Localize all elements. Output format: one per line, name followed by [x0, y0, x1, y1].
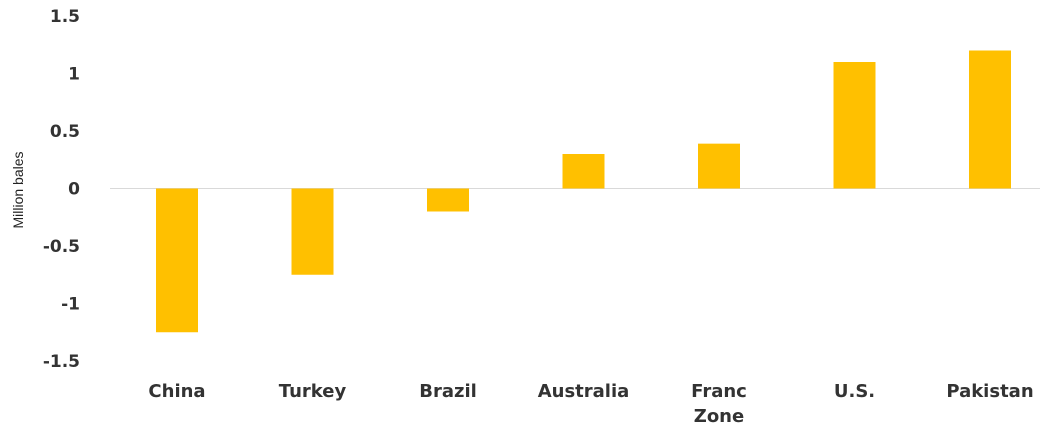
bar	[156, 188, 198, 333]
y-tick-label: 1.5	[50, 7, 80, 27]
x-category-labels: China Turkey Brazil Australia Franc Zone U.S. P…	[148, 381, 1033, 427]
bar	[833, 62, 876, 189]
x-category-label: U.S.	[834, 381, 875, 402]
y-tick-label: 0.5	[50, 122, 80, 142]
y-tick-label: -0.5	[43, 237, 80, 257]
x-category-label: Pakistan	[946, 381, 1033, 402]
y-tick-label: 1	[68, 65, 80, 85]
bar	[698, 143, 740, 189]
x-category-label: Turkey	[279, 381, 347, 402]
bar	[969, 50, 1011, 189]
bar	[291, 188, 334, 275]
bar	[562, 154, 605, 189]
x-category-label: China	[148, 381, 205, 402]
y-tick-label: 0	[68, 180, 80, 200]
y-tick-label: -1	[61, 295, 80, 315]
bars-layer	[156, 50, 1011, 333]
x-category-label: Australia	[538, 381, 630, 402]
bar	[427, 188, 469, 212]
y-tick-labels: 1.5 1 0.5 0 -0.5 -1 -1.5	[43, 7, 80, 372]
y-axis-title: Million bales	[10, 151, 26, 228]
y-tick-label: -1.5	[43, 352, 80, 372]
x-category-label: Franc Zone	[691, 381, 747, 427]
x-category-label: Brazil	[419, 381, 477, 402]
